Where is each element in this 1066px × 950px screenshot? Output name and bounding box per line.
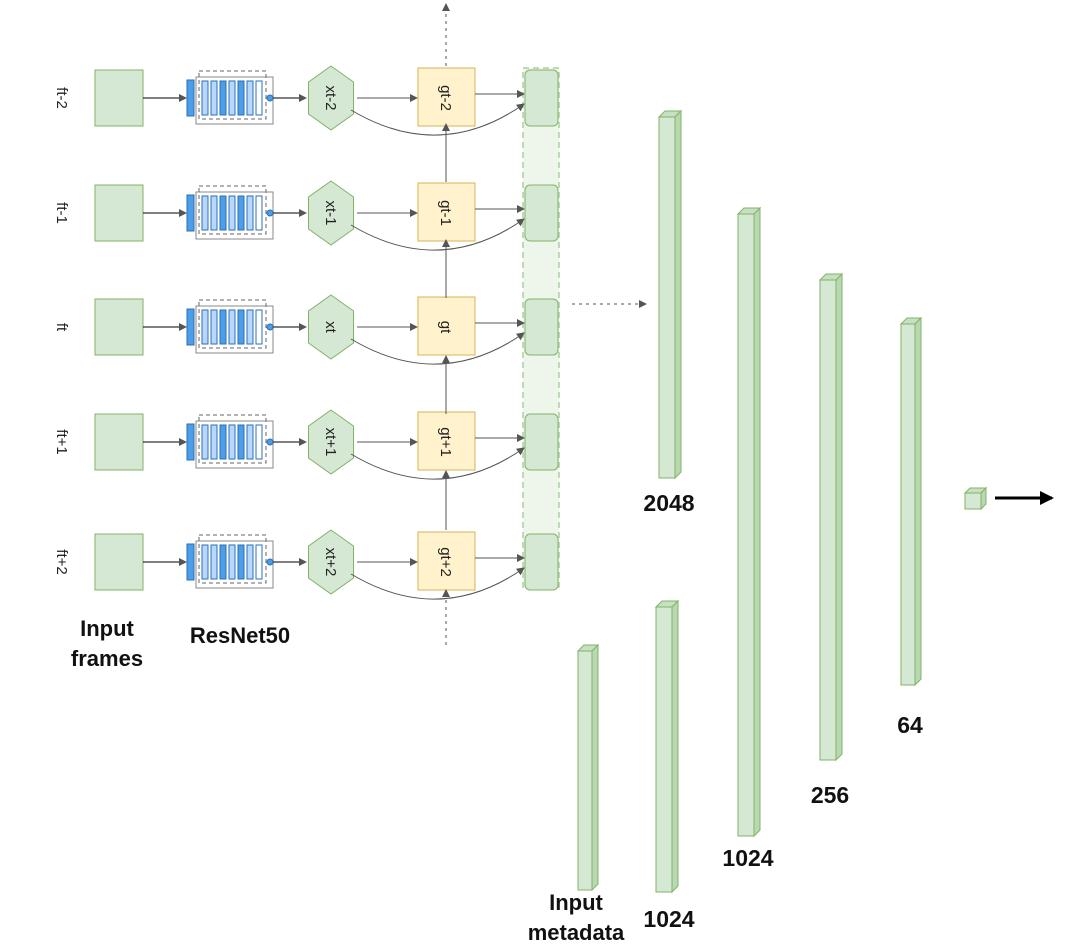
resnet-caption: ResNet50 xyxy=(190,623,290,648)
feature-hexagon xyxy=(308,409,354,475)
input-frame-box xyxy=(94,69,144,127)
feature-hexagon xyxy=(308,180,354,246)
input-frame-box xyxy=(94,413,144,471)
gru-box xyxy=(417,67,476,127)
frame-row: ft+1 xt+1 gt+1 xyxy=(53,409,559,480)
layer-256-bar xyxy=(818,272,844,762)
layer-1024-merged-bar xyxy=(736,206,762,838)
gru-label: gt xyxy=(437,321,454,334)
input-frame-box xyxy=(94,298,144,356)
feature-label: xt+1 xyxy=(322,428,339,457)
layer-64-bar xyxy=(899,316,923,687)
skip-arrow xyxy=(350,218,525,251)
input-frame-box xyxy=(94,533,144,591)
frame-label: ft-1 xyxy=(53,202,70,224)
input-metadata-caption-line2: metadata xyxy=(528,920,625,945)
input-frames-caption-line2: frames xyxy=(71,646,143,671)
output-cube xyxy=(963,486,988,511)
gru-label: gt+2 xyxy=(437,547,454,577)
meta-input-bar xyxy=(576,643,600,892)
layer-256-label: 256 xyxy=(811,782,849,808)
frame-label: ft+1 xyxy=(53,429,70,454)
feature-label: xt+2 xyxy=(322,548,339,577)
output-box xyxy=(524,69,559,127)
resnet-block xyxy=(186,299,274,354)
frame-label: ft-2 xyxy=(53,87,70,109)
output-box xyxy=(524,184,559,242)
output-box xyxy=(524,413,559,471)
resnet-block xyxy=(186,70,274,125)
feature-label: xt-2 xyxy=(322,85,339,110)
resnet-block xyxy=(186,414,274,469)
skip-arrow xyxy=(350,447,525,480)
resnet-block xyxy=(186,534,274,589)
skip-arrow xyxy=(350,332,525,365)
input-frames-caption-line1: Input xyxy=(80,616,134,641)
feature-label: xt-1 xyxy=(322,200,339,225)
merged-1024-label: 1024 xyxy=(722,845,773,871)
gru-label: gt-2 xyxy=(437,85,454,111)
layer-2048-bar xyxy=(657,109,683,480)
input-metadata-caption-line1: Input xyxy=(549,890,603,915)
gru-label: gt+1 xyxy=(437,427,454,457)
feature-label: xt xyxy=(322,321,339,334)
resnet-block xyxy=(186,185,274,240)
output-box xyxy=(524,298,559,356)
feature-hexagon xyxy=(308,294,354,360)
frame-label: ft+2 xyxy=(53,549,70,574)
layer-64-label: 64 xyxy=(897,712,923,738)
frame-label: ft xyxy=(53,323,70,332)
output-box xyxy=(524,533,559,591)
frame-rows: ft-2 xt-2 gt-2 ft-1 xt-1 gt-1 ft xt gt ft+1 xt+1 gt… xyxy=(53,65,559,600)
feature-hexagon xyxy=(308,65,354,131)
skip-arrow xyxy=(350,103,525,136)
input-frame-box xyxy=(94,184,144,242)
gru-label: gt-1 xyxy=(437,200,454,226)
gru-box xyxy=(417,182,476,242)
frame-row: ft+2 xt+2 gt+2 xyxy=(53,529,559,600)
layer-2048-label: 2048 xyxy=(643,490,694,516)
meta-1024-label: 1024 xyxy=(643,906,694,932)
meta-1024-bar xyxy=(654,599,680,894)
frame-row: ft-2 xt-2 gt-2 xyxy=(53,65,559,136)
skip-arrow xyxy=(350,567,525,600)
frame-row: ft-1 xt-1 gt-1 xyxy=(53,180,559,251)
feature-hexagon xyxy=(308,529,354,595)
frame-row: ft xt gt xyxy=(53,294,559,365)
